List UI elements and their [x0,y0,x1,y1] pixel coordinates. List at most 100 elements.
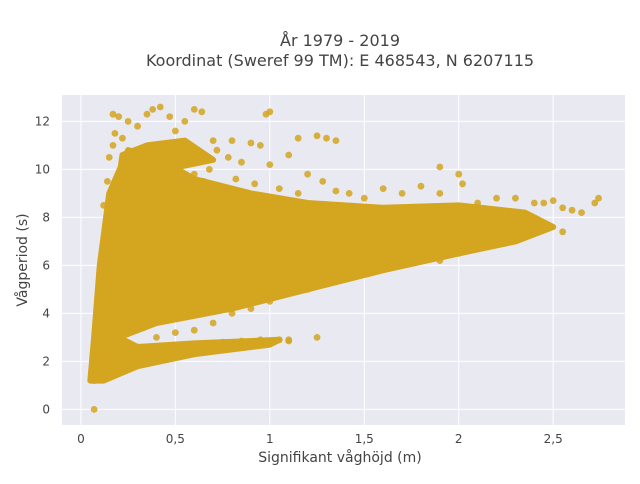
data-point [530,199,538,207]
data-point [408,238,415,245]
data-point [251,180,259,188]
data-point [247,305,255,312]
data-point [96,286,104,293]
data-point [313,132,321,140]
data-point [90,377,98,384]
data-point [483,230,491,238]
data-points [87,103,602,413]
data-point [200,178,208,185]
data-point [205,166,213,173]
data-point [247,238,255,245]
data-point [341,226,349,233]
data-point [345,190,353,197]
data-point [521,214,529,221]
data-point [285,151,293,159]
data-point [90,406,98,413]
data-point [559,228,567,236]
data-point [105,154,113,161]
data-point [181,158,189,166]
data-point [253,252,260,260]
data-point [149,106,157,113]
data-point [124,118,132,125]
data-point [162,346,170,353]
y-axis-ticks: 0 2 4 6 8 10 12 [35,114,50,416]
data-point [209,137,217,145]
data-point [181,118,189,125]
data-point [417,218,425,226]
data-point [181,343,189,351]
data-point [304,209,312,217]
data-point [247,194,255,202]
data-point [455,170,463,178]
data-point [168,300,175,308]
data-point [304,228,312,236]
data-point [153,334,160,341]
data-point [190,326,198,334]
data-point [94,362,102,370]
x-tick-label: 2,5 [544,432,563,446]
data-point [109,142,117,149]
data-point [187,286,194,293]
data-point [187,146,194,154]
data-point [379,254,387,262]
data-point [275,185,283,193]
data-point [124,358,132,365]
data-point [115,353,123,360]
data-point [304,170,312,178]
data-point [530,228,538,236]
data-point [591,199,599,207]
data-point [275,336,283,344]
data-point [464,223,472,231]
data-point [107,214,115,221]
data-point [549,197,557,205]
data-point [149,146,157,154]
data-point [124,226,132,233]
data-point [332,137,340,145]
data-point [175,142,183,149]
data-point [153,286,160,293]
data-point [285,336,293,344]
data-point [351,235,359,243]
data-point [379,185,387,193]
data-point [113,322,121,329]
data-point [455,228,463,236]
x-tick-label: 1,5 [355,432,374,446]
y-tick-label: 2 [42,354,50,368]
data-point [294,190,302,197]
data-point [209,185,217,193]
data-point [134,298,141,305]
data-point [379,223,387,231]
data-point [459,180,466,188]
data-point [200,341,208,348]
data-point [128,314,136,322]
data-point [139,170,147,178]
data-point [234,281,242,288]
data-point [455,250,463,257]
data-point [190,262,198,269]
data-point [100,348,107,356]
data-point [153,190,160,197]
y-tick-label: 12 [35,114,50,128]
data-point [224,271,232,279]
data-point [219,338,226,346]
data-point [474,199,482,207]
data-point [224,154,232,161]
data-point [294,134,302,142]
data-point [512,194,519,202]
data-point [219,190,226,197]
data-point [436,190,444,197]
data-point [190,106,198,113]
data-point [232,175,240,183]
data-point [119,134,126,142]
data-point [417,252,425,260]
data-point [323,134,330,142]
data-point [213,146,221,154]
data-point [100,202,107,209]
data-point [247,139,255,147]
data-point [281,259,289,267]
data-point [540,199,548,207]
data-point [145,305,153,312]
data-point [194,295,202,303]
data-point [370,240,378,248]
